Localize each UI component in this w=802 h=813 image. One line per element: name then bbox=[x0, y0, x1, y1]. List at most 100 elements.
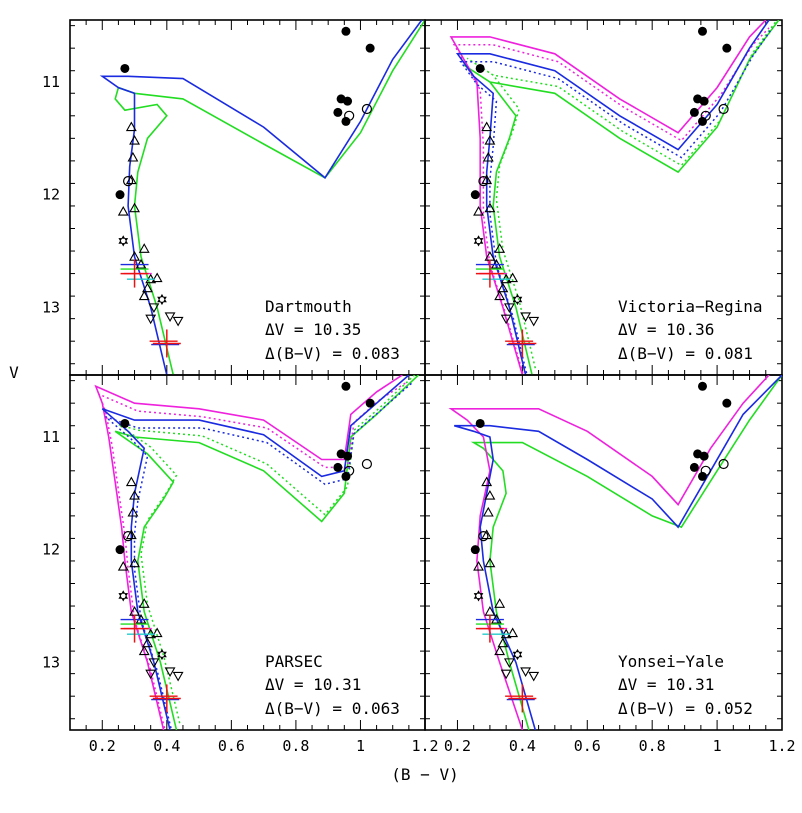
star-point bbox=[512, 293, 523, 306]
isochrone-blue bbox=[455, 20, 770, 375]
star-points bbox=[115, 381, 375, 713]
filled-circle-point bbox=[365, 398, 375, 408]
y-axis-title: V bbox=[9, 363, 19, 382]
x-tick-label: 0.6 bbox=[218, 737, 245, 755]
triangle-down-point bbox=[500, 314, 512, 325]
filled-circle-point bbox=[333, 107, 343, 117]
delta-v-label: ΔV = 10.35 bbox=[265, 320, 361, 339]
delta-bv-label: Δ(B−V) = 0.063 bbox=[265, 699, 400, 718]
filled-circle-point bbox=[475, 418, 485, 428]
filled-circle-point bbox=[120, 418, 130, 428]
open-circle-point bbox=[718, 103, 729, 115]
filled-circle-point bbox=[699, 451, 709, 461]
triangle-down-point bbox=[503, 303, 515, 314]
filled-circle-point bbox=[697, 381, 707, 391]
triangle-down-point bbox=[148, 658, 160, 669]
delta-bv-label: Δ(B−V) = 0.081 bbox=[618, 344, 753, 363]
filled-circle-point bbox=[689, 462, 699, 472]
y-tick-label: 12 bbox=[42, 186, 60, 204]
x-tick-label: 0.2 bbox=[444, 737, 471, 755]
filled-circle-point bbox=[333, 462, 343, 472]
triangle-down-point bbox=[520, 312, 532, 323]
filled-circle-point bbox=[475, 63, 485, 73]
triangle-up-point bbox=[125, 121, 137, 132]
triangle-down-point bbox=[528, 671, 540, 682]
isochrone-dotted-blue bbox=[459, 27, 773, 375]
delta-v-label: ΔV = 10.31 bbox=[265, 675, 361, 694]
delta-v-label: ΔV = 10.36 bbox=[618, 320, 714, 339]
panel-top-right: Victoria−Regina ΔV = 10.36 Δ(B−V) = 0.081 bbox=[424, 19, 783, 376]
isochrone-magenta bbox=[449, 20, 767, 375]
y-tick-label: 13 bbox=[42, 653, 60, 671]
model-label: PARSEC bbox=[265, 652, 323, 671]
triangle-down-point bbox=[145, 314, 157, 325]
triangle-up-point bbox=[129, 557, 140, 568]
triangle-up-point bbox=[494, 290, 506, 301]
triangle-up-point bbox=[497, 282, 509, 293]
triangle-up-point bbox=[138, 645, 150, 656]
open-circle-point bbox=[361, 458, 373, 470]
star-point bbox=[473, 590, 484, 602]
isochrone-green bbox=[463, 20, 780, 375]
y-tick-label: 12 bbox=[42, 541, 60, 559]
filled-circle-point bbox=[341, 471, 351, 481]
filled-circle-point bbox=[722, 398, 732, 408]
open-circle-point bbox=[478, 531, 489, 542]
isochrone-curves bbox=[449, 20, 780, 375]
open-circle-point bbox=[122, 176, 134, 187]
filled-circle-point bbox=[697, 26, 707, 36]
triangle-up-point bbox=[494, 645, 506, 656]
triangle-up-point bbox=[494, 243, 506, 253]
triangle-up-point bbox=[127, 506, 139, 517]
y-tick-label: 11 bbox=[42, 428, 60, 446]
triangle-up-point bbox=[484, 489, 496, 500]
triangle-up-point bbox=[151, 272, 163, 283]
isochrone-curves bbox=[94, 375, 420, 730]
triangle-down-point bbox=[164, 312, 176, 323]
x-tick-label: 0.8 bbox=[282, 737, 309, 755]
triangle-up-point bbox=[129, 134, 140, 145]
triangle-up-point bbox=[473, 560, 484, 571]
x-tick-label: 1.2 bbox=[768, 737, 795, 755]
triangle-down-point bbox=[500, 669, 512, 680]
filled-circle-point bbox=[343, 451, 353, 461]
triangle-up-point bbox=[473, 205, 484, 216]
triangle-up-point bbox=[494, 598, 506, 608]
triangle-down-point bbox=[164, 667, 176, 678]
panel-top-left: 11 12 13 Dartmouth ΔV = 10.35 Δ(B−V) = 0.083 bbox=[42, 19, 426, 376]
triangle-up-point bbox=[482, 506, 494, 517]
isochrone-blue bbox=[453, 375, 782, 730]
triangle-up-point bbox=[481, 476, 493, 487]
star-point bbox=[118, 235, 129, 247]
isochrone-magenta bbox=[94, 375, 403, 730]
triangle-up-point bbox=[481, 529, 493, 540]
model-label: Yonsei−Yale bbox=[618, 652, 724, 671]
isochrone-green bbox=[470, 375, 782, 730]
triangle-up-point bbox=[117, 205, 129, 216]
filled-circle-point bbox=[341, 116, 351, 126]
y-tick-label: 13 bbox=[42, 298, 60, 316]
triangle-up-point bbox=[127, 151, 139, 162]
open-circle-point bbox=[478, 176, 489, 187]
triangle-down-point bbox=[145, 669, 157, 680]
open-circle-point bbox=[718, 458, 729, 470]
open-circle-point bbox=[344, 465, 355, 476]
triangle-up-point bbox=[138, 243, 150, 253]
open-circle-point bbox=[344, 110, 355, 121]
filled-circle-point bbox=[697, 471, 707, 481]
panel-bottom-left: 0.2 0.4 0.6 0.8 1 1.2 11 12 13 PARSEC ΔV = 10.31 Δ(… bbox=[42, 374, 439, 755]
x-tick-label: 0.4 bbox=[153, 737, 180, 755]
triangle-up-point bbox=[129, 202, 140, 213]
triangle-up-point bbox=[484, 134, 496, 145]
star-point bbox=[157, 648, 167, 661]
filled-circle-point bbox=[341, 26, 351, 36]
filled-circle-point bbox=[722, 43, 732, 53]
filled-circle-point bbox=[343, 96, 353, 106]
filled-circle-point bbox=[115, 545, 125, 555]
isochrone-dotted-blue bbox=[105, 382, 413, 730]
x-tick-label: 1 bbox=[356, 737, 365, 755]
filled-circle-point bbox=[689, 107, 699, 117]
panel-bottom-right: 0.2 0.4 0.6 0.8 1 1.2 Yonsei−Yale ΔV = 10.31 Δ(B… bbox=[424, 374, 796, 755]
x-tick-label: 1.2 bbox=[411, 737, 438, 755]
